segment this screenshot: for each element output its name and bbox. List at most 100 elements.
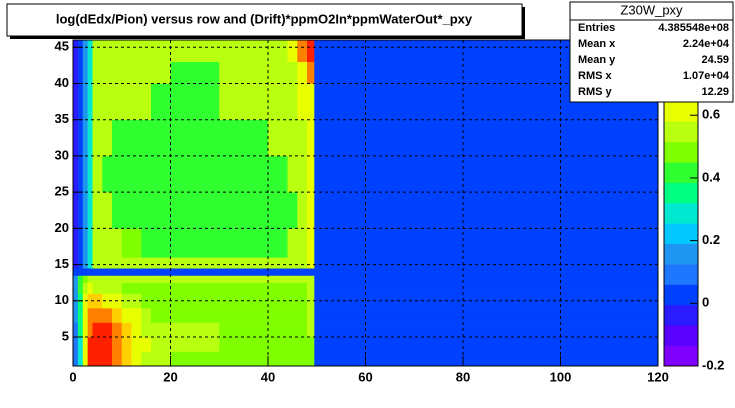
heat-cell bbox=[87, 192, 93, 229]
heat-cell bbox=[141, 337, 152, 352]
heat-cell bbox=[73, 61, 79, 84]
color-bar-band bbox=[664, 223, 698, 245]
heat-cell bbox=[73, 337, 79, 352]
heat-cell bbox=[151, 282, 171, 294]
heat-cell bbox=[102, 282, 113, 294]
heat-cell bbox=[92, 228, 103, 258]
heat-cell bbox=[92, 192, 103, 229]
color-bar-band bbox=[664, 264, 698, 285]
heat-cell bbox=[112, 275, 123, 283]
heat-cell bbox=[87, 282, 93, 294]
heat-cell bbox=[151, 257, 171, 269]
heat-cell bbox=[287, 257, 298, 269]
heat-cell bbox=[131, 257, 142, 269]
heat-cell bbox=[92, 119, 103, 157]
heat-cell bbox=[82, 322, 88, 338]
heat-cell bbox=[73, 268, 79, 276]
heat-cell bbox=[102, 61, 113, 84]
heat-cell bbox=[102, 228, 113, 258]
heat-cell bbox=[141, 351, 152, 367]
heat-cell bbox=[141, 192, 152, 229]
heat-cell bbox=[87, 155, 93, 193]
heat-cell bbox=[151, 322, 171, 338]
heat-cell bbox=[141, 308, 152, 323]
heat-cell bbox=[87, 337, 93, 352]
heat-cell bbox=[307, 257, 315, 269]
heat-cell bbox=[219, 275, 269, 283]
color-bar-band bbox=[664, 141, 698, 163]
heat-cell bbox=[219, 228, 269, 258]
heat-cell bbox=[112, 282, 123, 294]
heat-cell bbox=[102, 40, 113, 63]
heat-cell bbox=[77, 308, 84, 323]
heat-cell bbox=[131, 155, 142, 193]
stats-box: Z30W_pxy Entries 4.385548e+08 Mean x 2.24e+0… bbox=[569, 1, 734, 103]
heat-cell bbox=[121, 155, 132, 193]
heat-cell bbox=[268, 228, 288, 258]
heat-cell bbox=[73, 228, 79, 258]
heat-cell bbox=[131, 61, 142, 84]
x-tick-label: 0 bbox=[69, 369, 76, 384]
heat-cell bbox=[219, 282, 269, 294]
heat-cell bbox=[102, 119, 113, 157]
heat-cell bbox=[131, 282, 142, 294]
heat-cell bbox=[73, 40, 79, 63]
y-tick-label: 30 bbox=[55, 147, 69, 162]
heat-cell bbox=[77, 351, 84, 367]
heat-cell bbox=[297, 61, 308, 84]
heat-cell bbox=[314, 192, 659, 229]
heat-cell bbox=[121, 192, 132, 229]
heat-cell bbox=[297, 228, 308, 258]
heat-cell bbox=[102, 308, 113, 323]
heat-cell bbox=[170, 40, 220, 63]
heat-cell bbox=[102, 322, 113, 338]
heat-cell bbox=[141, 155, 152, 193]
heat-cell bbox=[87, 268, 93, 276]
plot-frame bbox=[72, 39, 659, 367]
heat-cell bbox=[268, 308, 288, 323]
heat-cell bbox=[82, 337, 88, 352]
heat-cell bbox=[92, 308, 103, 323]
heat-cell bbox=[268, 61, 288, 84]
heat-cell bbox=[112, 83, 123, 120]
heat-cell bbox=[268, 257, 288, 269]
heat-cell bbox=[82, 228, 88, 258]
heat-cell bbox=[307, 322, 315, 338]
y-tick-label: 5 bbox=[62, 328, 69, 343]
stats-label: Entries bbox=[578, 22, 615, 34]
heat-cell bbox=[87, 83, 93, 120]
heat-cell bbox=[121, 228, 132, 258]
heat-cell bbox=[307, 83, 315, 120]
heat-cell bbox=[170, 322, 220, 338]
stats-value: 4.385548e+08 bbox=[658, 22, 729, 34]
heat-cell bbox=[112, 308, 123, 323]
stats-label: Mean y bbox=[578, 54, 616, 66]
heat-cell bbox=[287, 155, 298, 193]
heat-cell bbox=[268, 322, 288, 338]
color-bar-band bbox=[664, 243, 698, 265]
heat-cell bbox=[307, 40, 315, 63]
heat-cell bbox=[77, 192, 84, 229]
heat-cell bbox=[73, 192, 79, 229]
heat-cell bbox=[112, 61, 123, 84]
heat-cell bbox=[287, 61, 298, 84]
heat-cell bbox=[314, 282, 659, 294]
heat-cell bbox=[297, 192, 308, 229]
heat-cell bbox=[287, 322, 298, 338]
color-bar-band bbox=[664, 345, 698, 367]
stats-value: 2.24e+04 bbox=[683, 38, 730, 50]
heat-cell bbox=[87, 119, 93, 157]
heat-cell bbox=[92, 61, 103, 84]
heat-cell bbox=[102, 83, 113, 120]
heat-cell bbox=[268, 275, 288, 283]
heat-cell bbox=[82, 40, 88, 63]
heat-cell bbox=[268, 119, 288, 157]
heat-cell bbox=[307, 293, 315, 309]
z-tick-label: 0.2 bbox=[702, 232, 720, 247]
heat-cell bbox=[287, 228, 298, 258]
heat-cell bbox=[73, 351, 79, 367]
heat-cell bbox=[131, 337, 142, 352]
heat-cell bbox=[77, 61, 84, 84]
heat-cell bbox=[121, 322, 132, 338]
heat-cell bbox=[287, 282, 298, 294]
